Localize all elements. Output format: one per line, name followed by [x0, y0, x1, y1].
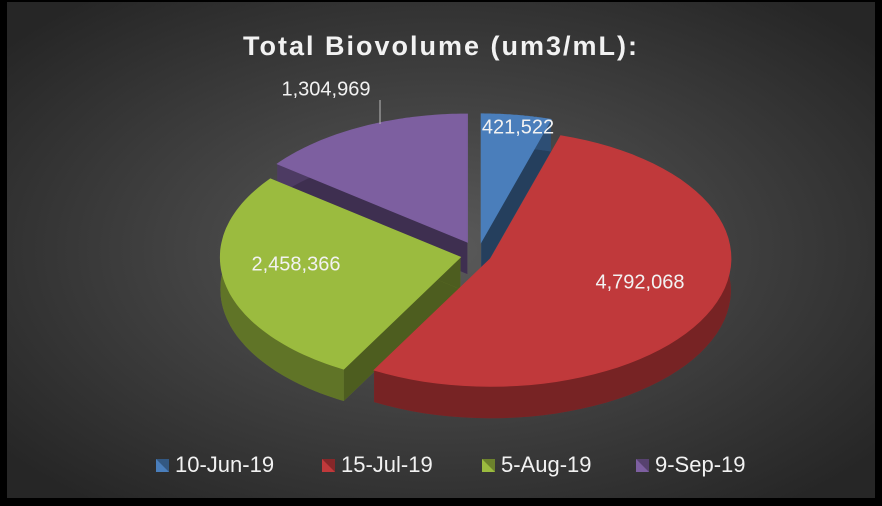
slice-side [220, 179, 344, 401]
slice [480, 113, 552, 244]
slice [219, 178, 462, 370]
slice-shade [481, 119, 551, 274]
chart-title: Total Biovolume (um3/mL): [243, 31, 639, 61]
legend-swatch-shade [156, 459, 169, 472]
data-label: 2,458,366 [252, 253, 341, 275]
legend-swatch [636, 459, 649, 472]
legend-label: 5-Aug-19 [501, 452, 592, 477]
slice-shade [374, 135, 731, 419]
slice-shade [343, 257, 461, 401]
legend-swatch [322, 459, 335, 472]
slice [373, 135, 732, 387]
data-label: 421,522 [482, 116, 554, 138]
data-label: 1,304,969 [282, 78, 371, 100]
legend-label: 15-Jul-19 [341, 452, 433, 477]
slice [276, 113, 468, 243]
legend-swatch [156, 459, 169, 472]
legend-label: 9-Sep-19 [655, 452, 746, 477]
legend-swatch-shade [322, 459, 335, 472]
legend-swatch-shade [636, 459, 649, 472]
slice-shade [220, 179, 344, 401]
legend-label: 10-Jun-19 [175, 452, 274, 477]
legend-swatch-shade [482, 459, 495, 472]
legend-swatch [482, 459, 495, 472]
data-label: 4,792,068 [596, 271, 685, 293]
slice-side [374, 135, 731, 419]
